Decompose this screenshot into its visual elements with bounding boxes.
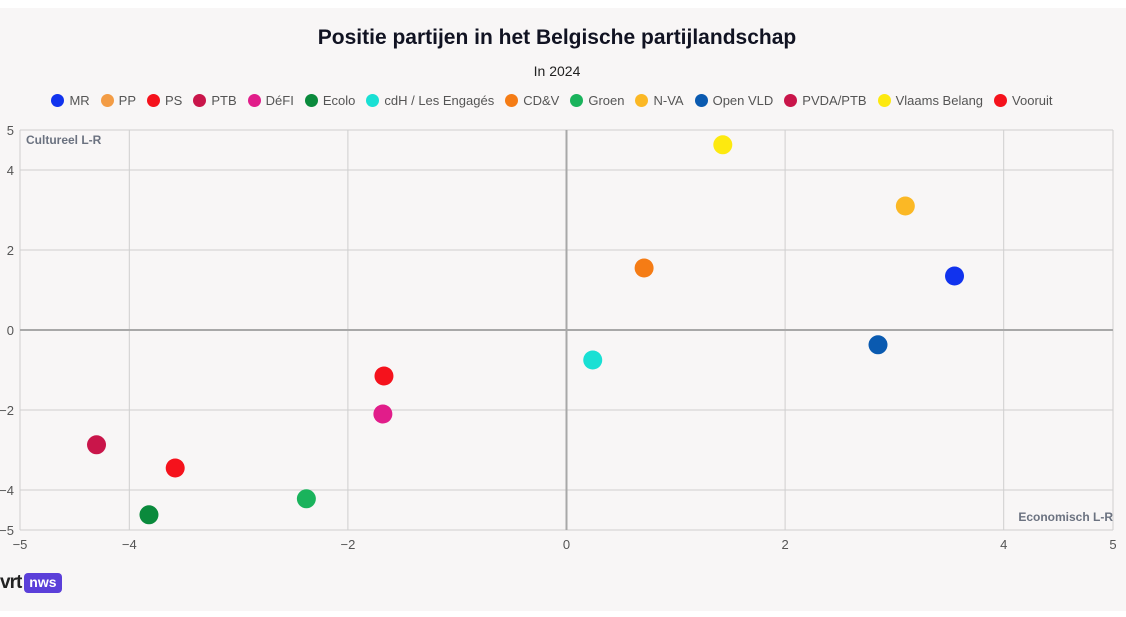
legend-label: MR — [69, 93, 90, 108]
data-point — [945, 266, 965, 286]
data-point — [895, 196, 915, 216]
legend-dot-icon — [784, 94, 798, 107]
x-tick-label: −2 — [340, 537, 355, 552]
data-point — [165, 458, 185, 478]
x-tick-label: 2 — [781, 537, 788, 552]
legend-item[interactable]: PP — [100, 93, 137, 108]
legend-label: Open VLD — [712, 93, 774, 108]
chart-subtitle: In 2024 — [533, 63, 581, 79]
legend-dot-icon — [635, 94, 649, 107]
y-tick-label: −4 — [0, 483, 14, 498]
legend-label: N-VA — [653, 93, 684, 108]
legend-dot-icon — [247, 94, 261, 107]
legend-dot-icon — [994, 94, 1008, 107]
data-point — [583, 350, 603, 370]
legend-dot-icon — [51, 94, 65, 107]
data-point — [634, 258, 654, 278]
chart-title: Positie partijen in het Belgische partij… — [317, 26, 797, 49]
legend-dot-icon — [193, 94, 207, 107]
data-point — [87, 435, 107, 455]
data-point — [139, 505, 159, 525]
y-tick-label: −2 — [0, 403, 14, 418]
data-point — [868, 335, 888, 355]
legend-item[interactable]: Ecolo — [304, 93, 356, 108]
legend-dot-icon — [100, 94, 114, 107]
legend-label: CD&V — [523, 93, 560, 108]
legend-item[interactable]: PTB — [193, 93, 237, 108]
legend-item[interactable]: Vooruit — [994, 93, 1053, 108]
legend-label: Vooruit — [1012, 93, 1053, 108]
data-point — [374, 366, 394, 386]
legend-item[interactable]: DéFI — [247, 93, 294, 108]
legend-item[interactable]: PS — [147, 93, 182, 108]
legend-label: Vlaams Belang — [895, 93, 984, 108]
legend-label: Ecolo — [322, 93, 356, 108]
legend-item[interactable]: Vlaams Belang — [877, 93, 984, 108]
legend-item[interactable]: Open VLD — [694, 93, 774, 108]
legend-label: PS — [165, 93, 183, 108]
data-point — [373, 404, 393, 424]
y-tick-label: −5 — [0, 523, 14, 538]
legend-item[interactable]: PVDA/PTB — [784, 93, 867, 108]
legend-label: DéFI — [265, 93, 294, 108]
chart-card — [0, 8, 1126, 611]
x-tick-label: 4 — [1000, 537, 1007, 552]
legend-dot-icon — [570, 94, 584, 107]
y-tick-label: 2 — [7, 243, 14, 258]
legend-label: PTB — [211, 93, 237, 108]
legend-dot-icon — [694, 94, 708, 107]
logo-vrt-text: vrt — [0, 572, 22, 593]
legend-dot-icon — [147, 94, 161, 107]
legend-item[interactable]: CD&V — [505, 93, 559, 108]
y-tick-label: 0 — [7, 323, 14, 338]
legend-item[interactable]: cdH / Les Engagés — [366, 93, 494, 108]
y-tick-label: 5 — [7, 123, 14, 138]
legend-label: PP — [118, 93, 137, 108]
y-tick-label: 4 — [7, 163, 14, 178]
vrt-nws-logo: vrt nws — [0, 572, 62, 594]
data-point — [713, 135, 733, 155]
legend-label: Groen — [588, 93, 625, 108]
x-tick-label: 5 — [1109, 537, 1116, 552]
data-point — [296, 489, 316, 509]
legend-label: cdH / Les Engagés — [384, 93, 495, 108]
legend-dot-icon — [877, 94, 891, 107]
x-tick-label: −4 — [122, 537, 137, 552]
logo-nws-badge: nws — [24, 573, 62, 593]
legend-dot-icon — [366, 94, 380, 107]
legend-item[interactable]: MR — [51, 93, 90, 108]
legend: MR PP PS PTB DéFI Ecolo cdH / Les Engagés CD&V G… — [0, 93, 1104, 108]
legend-item[interactable]: N-VA — [635, 93, 684, 108]
legend-dot-icon — [304, 94, 318, 107]
x-tick-label: −5 — [13, 537, 28, 552]
legend-item[interactable]: Groen — [570, 93, 624, 108]
x-axis-label: Economisch L-R — [1018, 510, 1113, 524]
y-axis-label: Cultureel L-R — [26, 133, 102, 147]
x-tick-label: 0 — [563, 537, 570, 552]
legend-label: PVDA/PTB — [802, 93, 867, 108]
legend-dot-icon — [505, 94, 519, 107]
